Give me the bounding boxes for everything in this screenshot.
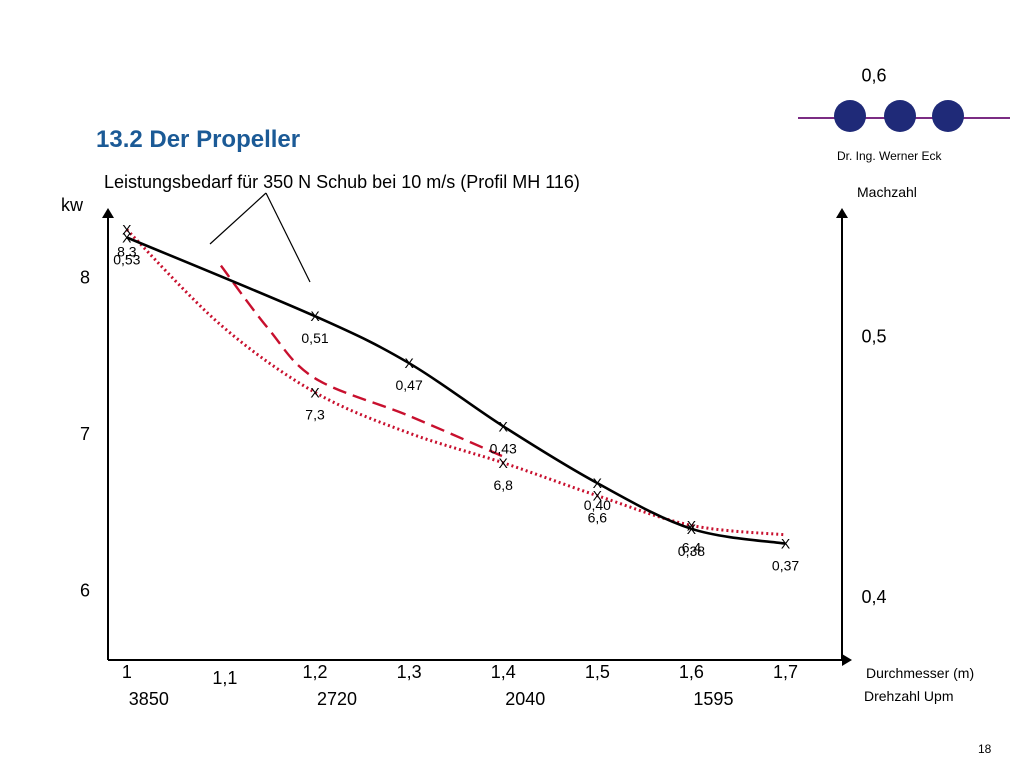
point-marker: X <box>593 488 603 504</box>
logo-dot-3 <box>932 100 964 132</box>
x-tick-label: 1,4 <box>491 662 516 682</box>
x-axis-label: Durchmesser (m) <box>866 665 974 681</box>
x-tick-label: 1,7 <box>773 662 798 682</box>
point-marker: X <box>499 455 509 471</box>
point-marker: X <box>687 521 697 537</box>
point-marker: X <box>310 308 320 324</box>
x-tick-label: 1,6 <box>679 662 704 682</box>
x-axis-arrow <box>842 654 852 666</box>
chart-title: Leistungsbedarf für 350 N Schub bei 10 m… <box>104 172 580 192</box>
data-label: 7,3 <box>305 406 325 422</box>
author-label: Dr. Ing. Werner Eck <box>837 149 942 163</box>
y-tick-label: 6 <box>80 581 90 601</box>
rpm-tick-label: 3850 <box>129 689 169 709</box>
y-tick-label: 7 <box>80 424 90 444</box>
x-tick-label: 1,3 <box>397 662 422 682</box>
series-line-dotted <box>125 228 786 537</box>
y2-tick-label: 0,6 <box>861 65 886 85</box>
slide-title: 13.2 Der Propeller <box>96 126 301 153</box>
y-axis-right-arrow <box>836 208 848 218</box>
x-tick-label: 1 <box>122 662 132 682</box>
series-line-solid <box>126 236 786 545</box>
title-callout-line-2 <box>265 192 311 283</box>
data-label: 0,43 <box>490 440 517 456</box>
data-label: 0,51 <box>301 330 328 346</box>
point-marker: X <box>310 384 320 400</box>
data-label: 6,6 <box>588 510 608 526</box>
page-number: 18 <box>978 742 992 756</box>
point-marker: X <box>122 229 132 245</box>
data-label: 0,38 <box>678 543 705 559</box>
point-marker: X <box>593 475 603 491</box>
data-label: 0,37 <box>772 558 799 574</box>
point-marker: X <box>499 418 509 434</box>
y-axis-left-arrow <box>102 208 114 218</box>
logo-dot-2 <box>884 100 916 132</box>
data-label: 0,47 <box>396 377 423 393</box>
data-label: 6,8 <box>493 477 513 493</box>
y2-axis-label: Machzahl <box>857 184 917 200</box>
x-tick-label: 1,1 <box>212 668 237 688</box>
point-marker: X <box>687 517 697 533</box>
point-marker: X <box>781 536 791 552</box>
point-marker: X <box>122 222 132 238</box>
x-tick-label: 1,5 <box>585 662 610 682</box>
x-tick-label: 1,2 <box>303 662 328 682</box>
y-tick-label: 8 <box>80 268 90 288</box>
data-label: 0,53 <box>113 251 140 267</box>
series-line-dashed <box>219 264 504 458</box>
rpm-tick-label: 1595 <box>693 689 733 709</box>
data-label: 0,40 <box>584 497 611 513</box>
rpm-tick-label: 2040 <box>505 689 545 709</box>
point-marker: X <box>404 355 414 371</box>
rpm-tick-label: 2720 <box>317 689 357 709</box>
logo-dot-1 <box>834 100 866 132</box>
y2-tick-label: 0,4 <box>861 587 886 607</box>
y2-tick-label: 0,5 <box>861 326 886 346</box>
x-axis-label-rpm: Drehzahl Upm <box>864 688 953 704</box>
data-label: 6,4 <box>682 539 702 555</box>
y-axis-label: kw <box>61 195 84 215</box>
data-label: 8,3 <box>117 244 137 260</box>
title-callout-line-1 <box>209 192 267 245</box>
